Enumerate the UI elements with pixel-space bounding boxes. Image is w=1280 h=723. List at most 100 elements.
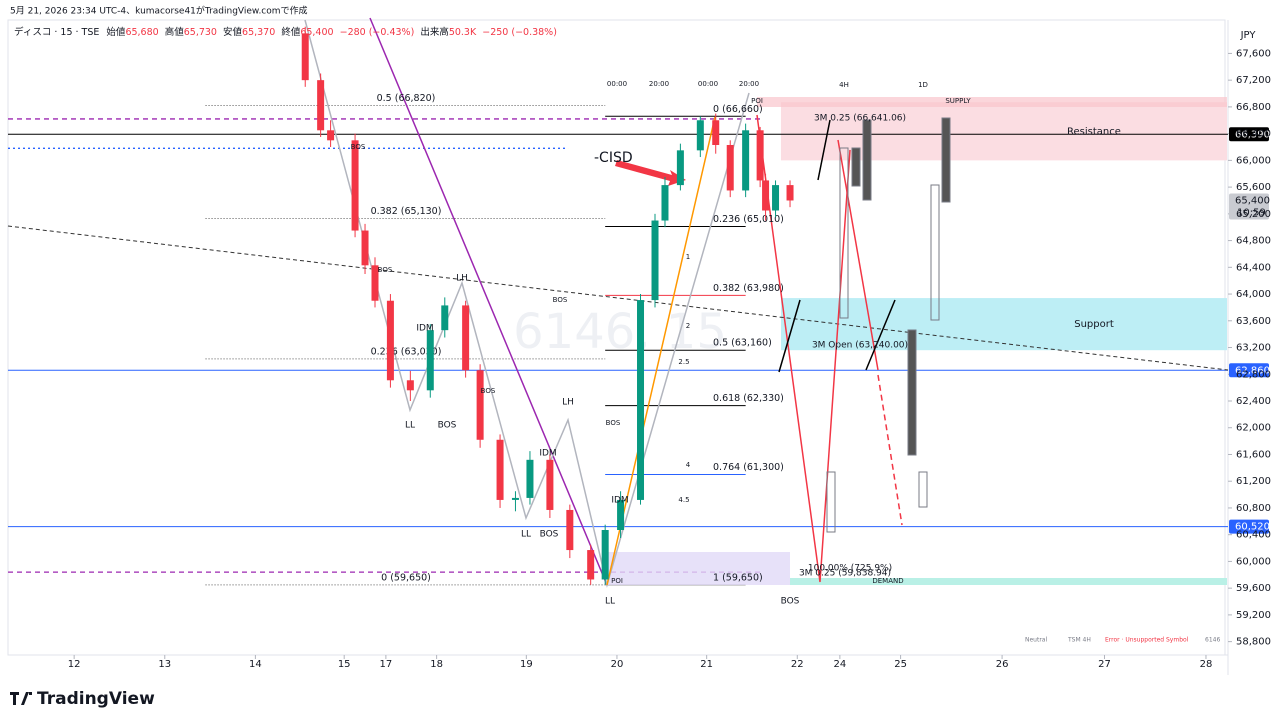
annotation: LL: [405, 421, 415, 431]
y-tick-label: 66,400: [1236, 129, 1271, 140]
x-tick-label: 22: [791, 659, 804, 670]
ohlc-value: 65,680: [125, 27, 158, 38]
annotation: 3M 0.25 (66,641.06): [814, 114, 906, 124]
purple-line: [369, 17, 608, 586]
ohlc-label: 安値: [223, 26, 243, 38]
annotation: BOS: [540, 530, 559, 540]
status: 6146: [1205, 637, 1220, 644]
supply-box: [757, 97, 1227, 107]
created-note: 5月 21, 2026 23:34 UTC-4、kumacorse41がTrad…: [10, 5, 308, 17]
y-tick-label: 66,800: [1236, 102, 1271, 113]
fib-label: 0.236 (65,010): [713, 214, 784, 225]
candle-body: [301, 33, 309, 81]
change: −280 (−0.43%): [340, 27, 415, 38]
poi-box: [607, 552, 790, 585]
candle-body: [361, 230, 369, 266]
cisd-arrow: [615, 160, 686, 186]
zone-label: Support: [1074, 319, 1114, 330]
x-tick-label: 26: [996, 659, 1009, 670]
annotation: -CISD: [594, 150, 633, 166]
watermark: 6146, 15: [513, 304, 727, 360]
annotation: 4H: [839, 81, 849, 89]
projected-candle: [862, 119, 872, 201]
y-tick-label: 65,600: [1236, 182, 1271, 193]
candle-body: [587, 550, 595, 580]
status: TSM 4H: [1067, 637, 1091, 644]
annotation: IDM: [539, 449, 556, 459]
foreground-layer: Resistance Support 0 (66,660) 0.236 (65,010…: [301, 26, 1270, 607]
annotation: BOS: [781, 597, 800, 607]
annotation: LH: [456, 274, 468, 284]
candle-body: [601, 530, 609, 580]
black-arrow: [865, 299, 896, 371]
ohlc-label: 始値: [106, 26, 126, 38]
y-tick-label: 66,000: [1236, 155, 1271, 166]
red-dashed: [877, 374, 903, 526]
price-label: 66,390: [1235, 129, 1270, 140]
y-tick-label: 60,800: [1236, 503, 1271, 514]
projected-candle: [907, 329, 917, 456]
candle-body: [742, 130, 750, 191]
y-tick-label: 60,400: [1236, 530, 1271, 541]
annotation: BOS: [481, 387, 496, 395]
candle-body: [676, 150, 684, 186]
annotation: 1D: [918, 81, 928, 89]
fib-label: 0.382 (63,980): [713, 283, 784, 294]
brand-logo: [10, 692, 32, 705]
price-label-bg: [1229, 519, 1269, 534]
projected-candle: [826, 471, 836, 533]
projected-candle: [941, 117, 951, 203]
projected-candle: [851, 147, 861, 187]
annotation: BOS: [351, 143, 366, 151]
candle-body: [786, 185, 794, 201]
y-tick-label: 64,400: [1236, 262, 1271, 273]
projected-candle: [930, 184, 940, 321]
brand: TradingView: [37, 689, 155, 709]
candle-body: [371, 265, 379, 301]
candle-body: [526, 459, 534, 498]
candle-body: [406, 380, 414, 391]
y-tick-label: 61,200: [1236, 476, 1271, 487]
y-tick-label: 64,000: [1236, 289, 1271, 300]
volume: 50.3K: [449, 27, 477, 38]
volume-change: −250 (−0.38%): [482, 27, 557, 38]
x-tick-label: 24: [834, 659, 847, 670]
fib-label: 0.5 (66,820): [377, 93, 436, 104]
price-label: 62,860: [1235, 365, 1270, 376]
x-tick-label: 21: [700, 659, 713, 670]
candle-body: [566, 509, 574, 551]
trend-line: [7, 225, 1229, 371]
ohlc-value: 65,730: [184, 27, 217, 38]
annotation: 2.5: [678, 358, 689, 366]
last-price: 65,400: [1235, 195, 1270, 206]
y-tick-label: 63,600: [1236, 316, 1271, 327]
fib-label: 0 (59,650): [381, 572, 431, 583]
candle-body: [546, 459, 554, 510]
price-label-bg: [1229, 127, 1269, 142]
annotation: LH: [562, 398, 574, 408]
annotation: LL: [605, 597, 615, 607]
y-tick-label: 60,000: [1236, 556, 1271, 567]
x-tick-label: 15: [338, 659, 351, 670]
fib-label: 0.382 (65,130): [371, 206, 442, 217]
currency: JPY: [1240, 30, 1257, 41]
candle-body: [661, 185, 669, 221]
ohlc-value: 65,400: [300, 27, 333, 38]
x-tick-label: 20: [611, 659, 624, 670]
annotation: BOS: [553, 296, 568, 304]
annotation: LL: [521, 530, 531, 540]
y-tick-label: 62,800: [1236, 369, 1271, 380]
annotation: 20:00: [649, 80, 669, 88]
countdown: 10:59: [1237, 207, 1266, 218]
candle-body: [351, 140, 359, 231]
x-tick-label: 13: [158, 659, 171, 670]
annotation: IDM: [416, 324, 433, 334]
annotation: BOS: [606, 419, 621, 427]
red-path: [837, 139, 879, 371]
annotation: BOS: [378, 266, 393, 274]
demand-box: [790, 578, 1227, 585]
ohlc-label: 高値: [165, 26, 185, 38]
annotation: DEMAND: [872, 577, 903, 585]
price-label-bg: [1229, 363, 1269, 378]
candle-body: [726, 144, 734, 191]
